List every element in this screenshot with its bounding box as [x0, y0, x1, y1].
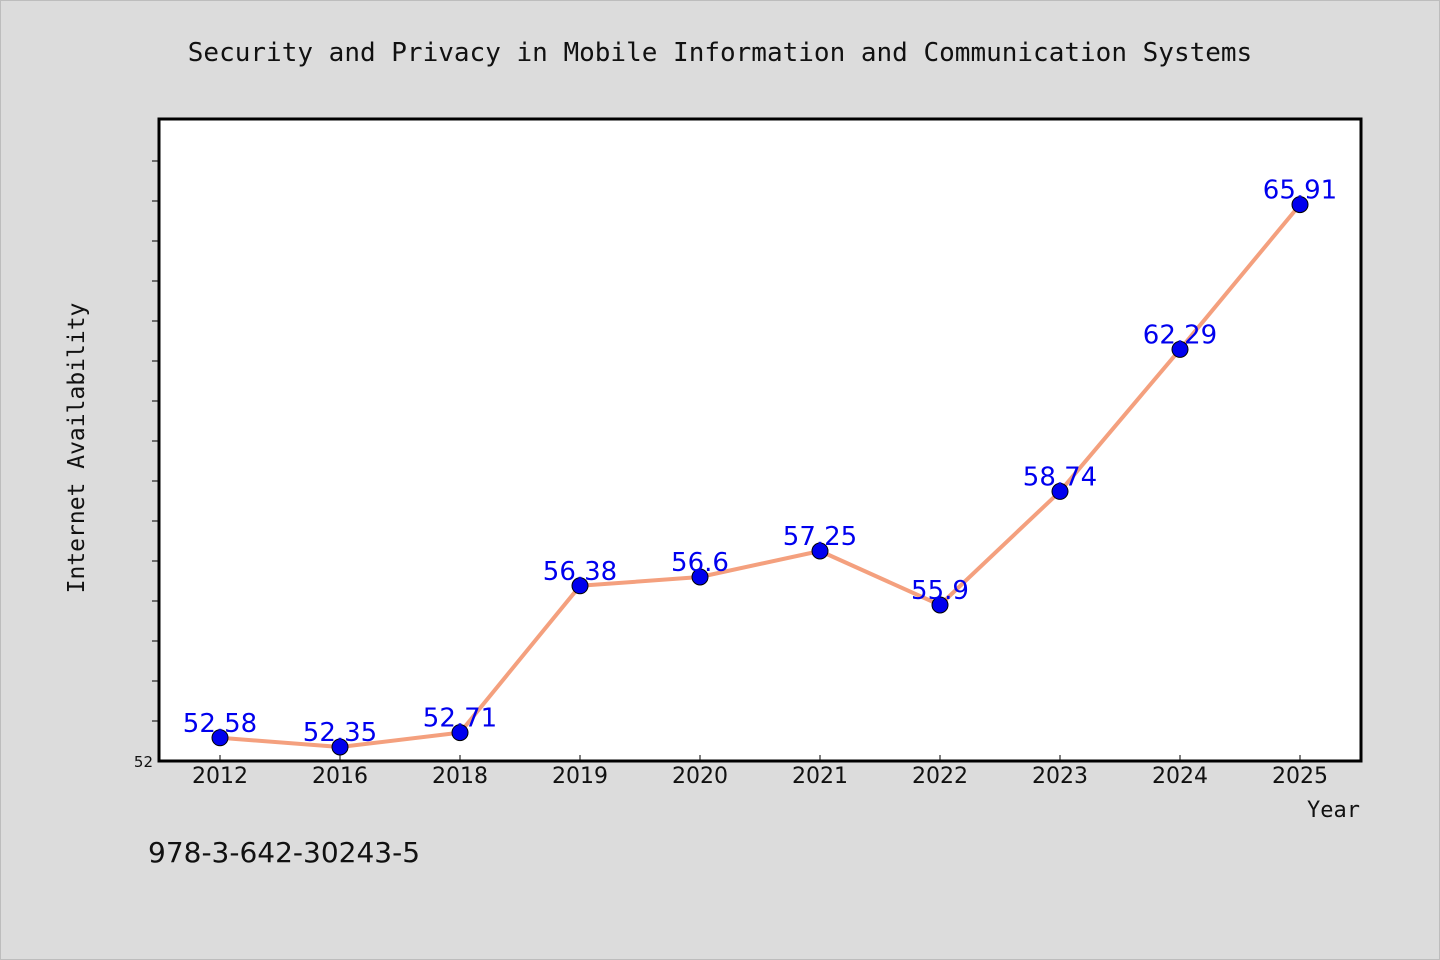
data-point — [1051, 482, 1069, 500]
chart-title: Security and Privacy in Mobile Informati… — [188, 38, 1252, 68]
marker-layer — [211, 196, 1309, 756]
data-label: 52.58 — [183, 709, 257, 739]
data-label: 56.38 — [543, 557, 617, 587]
annotation-text: 978-3-642-30243-5 — [148, 836, 420, 869]
x-axis-ticks — [219, 755, 1301, 761]
y-axis-label: Internet Availability — [64, 303, 90, 594]
data-label: 52.71 — [423, 704, 497, 734]
x-axis-tick-labels: 2012 2016 2018 2019 2020 2021 2022 2023 2024 2025 — [192, 764, 1328, 789]
series-line — [218, 202, 1302, 749]
data-point — [331, 738, 349, 756]
data-label: 62.29 — [1143, 320, 1217, 350]
x-axis-label: Year — [1307, 798, 1360, 823]
data-point — [691, 568, 709, 586]
data-label: 57.25 — [783, 522, 857, 552]
x-tick-label: 2025 — [1272, 764, 1328, 789]
x-tick-label: 2012 — [192, 764, 248, 789]
x-tick-label: 2018 — [432, 764, 488, 789]
data-point — [211, 729, 229, 747]
y-axis-ticks — [152, 160, 159, 722]
data-label: 58.74 — [1023, 462, 1097, 492]
series-layer — [218, 202, 1302, 749]
data-point — [571, 577, 589, 595]
data-point — [451, 724, 469, 742]
data-label-layer: 52.58 52.35 52.71 56.38 56.6 57.25 55.9 58.74 62… — [183, 176, 1337, 748]
x-tick-label: 2022 — [912, 764, 968, 789]
x-tick-label: 2024 — [1152, 764, 1208, 789]
x-tick-label: 2019 — [552, 764, 608, 789]
data-label: 56.6 — [671, 548, 729, 578]
data-point — [1291, 196, 1309, 214]
x-tick-label: 2023 — [1032, 764, 1088, 789]
data-point — [811, 542, 829, 560]
x-tick-label: 2020 — [672, 764, 728, 789]
data-label: 52.35 — [303, 718, 377, 748]
plot-area — [157, 117, 1363, 763]
data-label: 65.91 — [1263, 176, 1337, 206]
x-tick-label: 2021 — [792, 764, 848, 789]
data-label: 55.9 — [911, 576, 969, 606]
data-point — [1171, 340, 1189, 358]
y-tick-label: 52 — [134, 753, 153, 771]
x-tick-label: 2016 — [312, 764, 368, 789]
data-point — [931, 596, 949, 614]
